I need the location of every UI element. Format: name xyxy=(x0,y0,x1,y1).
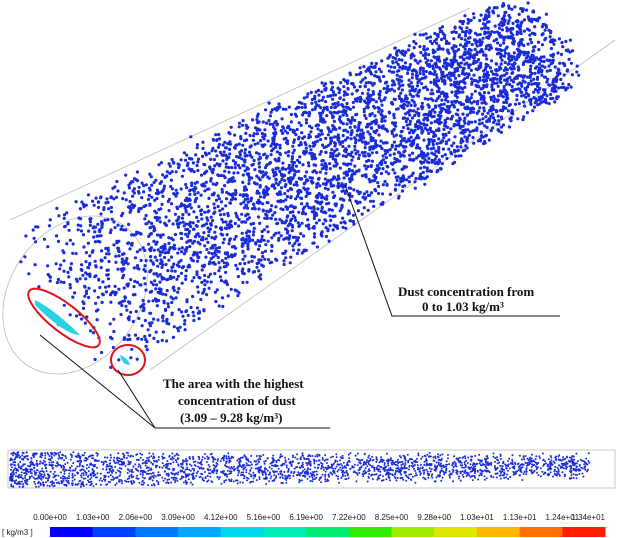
colorbar-label: 0.00e+00 xyxy=(33,513,67,522)
colorbar-label: 2.06e+00 xyxy=(119,513,153,522)
colorbar-label: 1.03e+00 xyxy=(76,513,110,522)
colorbar-label: 6.19e+00 xyxy=(289,513,323,522)
colorbar-label: 1.34e+01 xyxy=(571,513,605,522)
colorbar-segment xyxy=(520,527,563,537)
annotation-text: Dust concentration from xyxy=(398,284,534,299)
annotation-text: concentration of dust xyxy=(178,393,296,408)
colorbar-segment xyxy=(178,527,221,537)
colorbar-label: 7.22e+00 xyxy=(332,513,366,522)
colorbar-label: 5.16e+00 xyxy=(247,513,281,522)
colorbar-segment xyxy=(263,527,306,537)
figure: Dust concentration from 0 to 1.03 kg/m³ … xyxy=(0,0,621,538)
colorbar-segment xyxy=(221,527,264,537)
colorbar-label: 1.13e+01 xyxy=(503,513,537,522)
annotation-text: (3.09 – 9.28 kg/m³) xyxy=(180,410,282,425)
particles-side xyxy=(9,451,590,488)
colorbar-label: 1.03e+01 xyxy=(460,513,494,522)
colorbar-label: 3.09e+00 xyxy=(161,513,195,522)
colorbar-segment xyxy=(306,527,349,537)
colorbar-segment xyxy=(434,527,477,537)
page: Dust concentration from 0 to 1.03 kg/m³ … xyxy=(0,0,621,538)
colorbar-segment xyxy=(135,527,178,537)
colorbar-segment xyxy=(392,527,435,537)
colorbar-unit: [ kg/m3 ] xyxy=(2,528,33,537)
colorbar-label: 4.12e+00 xyxy=(204,513,238,522)
colorbar-segment xyxy=(93,527,136,537)
colorbar-segment xyxy=(349,527,392,537)
hotspot xyxy=(120,355,130,365)
colorbar: 0.00e+00 1.03e+00 2.06e+00 3.09e+00 4.12e+00… xyxy=(33,513,605,537)
colorbar-segment xyxy=(50,527,93,537)
colorbar-label: 9.28e+00 xyxy=(417,513,451,522)
colorbar-segment xyxy=(562,527,605,537)
annotation-text: The area with the highest xyxy=(163,376,304,391)
particle-cloud xyxy=(9,451,590,488)
colorbar-label: 8.25e+00 xyxy=(375,513,409,522)
colorbar-segment xyxy=(477,527,520,537)
annotation-text: 0 to 1.03 kg/m³ xyxy=(422,299,504,314)
